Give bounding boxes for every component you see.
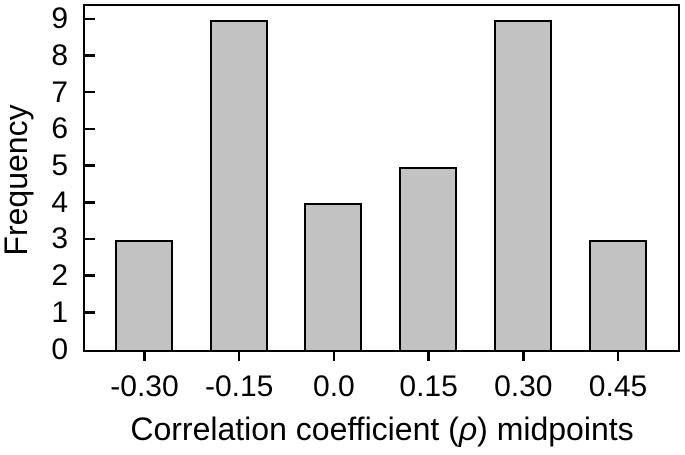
x-tick-mark [143, 352, 146, 361]
y-tick-label: 0 [51, 332, 68, 366]
y-tick-label: 6 [51, 112, 68, 146]
x-tick-mark [427, 352, 430, 361]
y-tick-label: 2 [51, 259, 68, 293]
y-tick-mark [85, 237, 95, 241]
x-tick-label: 0.0 [313, 370, 355, 403]
bar [209, 19, 268, 350]
y-tick-mark [85, 90, 95, 94]
x-tick-mark [522, 352, 525, 361]
bar [493, 19, 552, 350]
x-tick-label: -0.30 [110, 370, 179, 403]
x-tick-label: 0.15 [399, 370, 458, 403]
x-axis-title-post: ) midpoints [477, 411, 634, 447]
x-axis-title-pre: Correlation coefficient ( [130, 411, 459, 447]
bar [588, 239, 647, 350]
bar [304, 203, 363, 350]
y-tick-mark [85, 127, 95, 131]
y-tick-label: 8 [51, 39, 68, 73]
x-axis-title: Correlation coefficient (ρ) midpoints [77, 412, 685, 446]
x-tick-mark [332, 352, 336, 361]
y-tick-label: 1 [51, 295, 68, 329]
y-tick-mark [85, 201, 95, 204]
y-tick-mark [85, 274, 95, 277]
y-tick-label: 7 [51, 75, 68, 109]
x-tick-mark [616, 352, 620, 361]
rho-symbol: ρ [458, 411, 478, 447]
y-tick-label: 9 [51, 2, 68, 36]
y-tick-mark [85, 311, 95, 314]
bar [399, 166, 458, 350]
y-tick-mark [85, 17, 95, 21]
bar [115, 239, 173, 350]
x-tick-mark [237, 352, 241, 361]
plot-area [83, 4, 680, 352]
y-tick-mark [85, 164, 95, 167]
y-tick-label: 4 [51, 185, 68, 219]
x-tick-label: -0.15 [204, 370, 274, 403]
y-tick-mark [85, 54, 95, 57]
y-tick-label: 5 [51, 149, 68, 183]
y-tick-label: 3 [51, 222, 68, 256]
x-tick-label: 0.30 [494, 370, 553, 403]
x-tick-label: 0.45 [588, 370, 648, 403]
